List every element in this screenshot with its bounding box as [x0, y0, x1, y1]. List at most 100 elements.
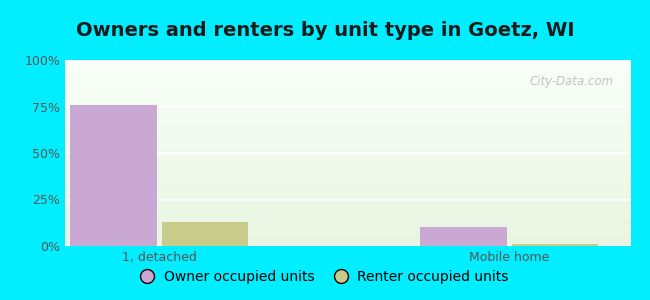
Bar	[65, 170, 630, 171]
Bar	[65, 68, 630, 69]
Bar	[65, 90, 630, 91]
Bar	[65, 172, 630, 173]
Bar	[65, 116, 630, 117]
Bar	[65, 113, 630, 114]
Bar	[65, 107, 630, 108]
Bar	[65, 112, 630, 113]
Bar	[65, 190, 630, 191]
Bar	[65, 129, 630, 130]
Bar	[65, 245, 630, 246]
Bar	[65, 222, 630, 223]
Bar	[65, 165, 630, 166]
Bar	[65, 183, 630, 184]
Bar	[65, 204, 630, 205]
Bar	[65, 133, 630, 134]
Bar	[65, 211, 630, 212]
Bar	[65, 128, 630, 129]
Bar	[65, 141, 630, 142]
Bar	[65, 200, 630, 201]
Bar	[65, 72, 630, 73]
Bar	[65, 71, 630, 72]
Bar	[65, 82, 630, 83]
Bar	[65, 191, 630, 192]
Bar	[65, 138, 630, 139]
Bar	[65, 221, 630, 222]
Bar	[65, 104, 630, 105]
Bar	[65, 94, 630, 95]
Bar	[65, 244, 630, 245]
Bar	[65, 201, 630, 202]
Bar	[65, 230, 630, 231]
Bar	[65, 182, 630, 183]
Bar	[65, 207, 630, 208]
Bar	[65, 160, 630, 161]
Bar	[65, 67, 630, 68]
Bar	[65, 163, 630, 164]
Bar	[65, 220, 630, 221]
Bar	[65, 78, 630, 79]
Bar	[65, 160, 630, 161]
Bar	[65, 96, 630, 97]
Bar	[65, 136, 630, 137]
Bar	[65, 98, 630, 99]
Text: Owners and renters by unit type in Goetz, WI: Owners and renters by unit type in Goetz…	[76, 21, 574, 40]
Bar	[65, 77, 630, 78]
Bar	[65, 223, 630, 224]
Bar	[65, 158, 630, 159]
Bar	[65, 70, 630, 71]
Bar	[65, 234, 630, 235]
Bar	[65, 97, 630, 98]
Bar	[65, 217, 630, 218]
Bar	[65, 66, 630, 67]
Bar	[65, 188, 630, 189]
Bar	[65, 168, 630, 169]
Bar	[65, 110, 630, 111]
Bar	[65, 114, 630, 115]
Bar	[65, 109, 630, 110]
Bar	[65, 180, 630, 181]
Bar	[65, 73, 630, 74]
Bar	[65, 171, 630, 172]
Bar	[65, 64, 630, 66]
Bar	[65, 225, 630, 226]
Bar	[65, 101, 630, 102]
Bar	[65, 91, 630, 92]
Bar	[65, 145, 630, 146]
Bar	[65, 202, 630, 203]
Bar	[65, 236, 630, 237]
Bar	[65, 117, 630, 118]
Bar	[65, 219, 630, 220]
Bar	[70, 105, 157, 246]
Bar	[65, 79, 630, 80]
Text: City-Data.com: City-Data.com	[529, 75, 614, 88]
Bar	[65, 62, 630, 63]
Bar	[65, 74, 630, 75]
Bar	[65, 137, 630, 138]
Bar	[65, 76, 630, 77]
Bar	[65, 226, 630, 227]
Bar	[65, 105, 630, 106]
Bar	[65, 199, 630, 200]
Bar	[65, 83, 630, 84]
Bar	[65, 227, 630, 228]
Bar	[65, 215, 630, 216]
Bar	[162, 222, 248, 246]
Bar	[65, 118, 630, 119]
Bar	[65, 196, 630, 197]
Bar	[65, 127, 630, 128]
Bar	[65, 84, 630, 85]
Bar	[65, 124, 630, 125]
Bar	[65, 224, 630, 225]
Bar	[65, 235, 630, 236]
Bar	[65, 131, 630, 132]
Bar	[65, 61, 630, 62]
Bar	[65, 175, 630, 176]
Bar	[65, 243, 630, 244]
Bar	[65, 162, 630, 163]
Bar	[65, 153, 630, 154]
Bar	[65, 187, 630, 188]
Bar	[65, 108, 630, 109]
Bar	[65, 177, 630, 178]
Bar	[65, 155, 630, 156]
Bar	[65, 87, 630, 88]
